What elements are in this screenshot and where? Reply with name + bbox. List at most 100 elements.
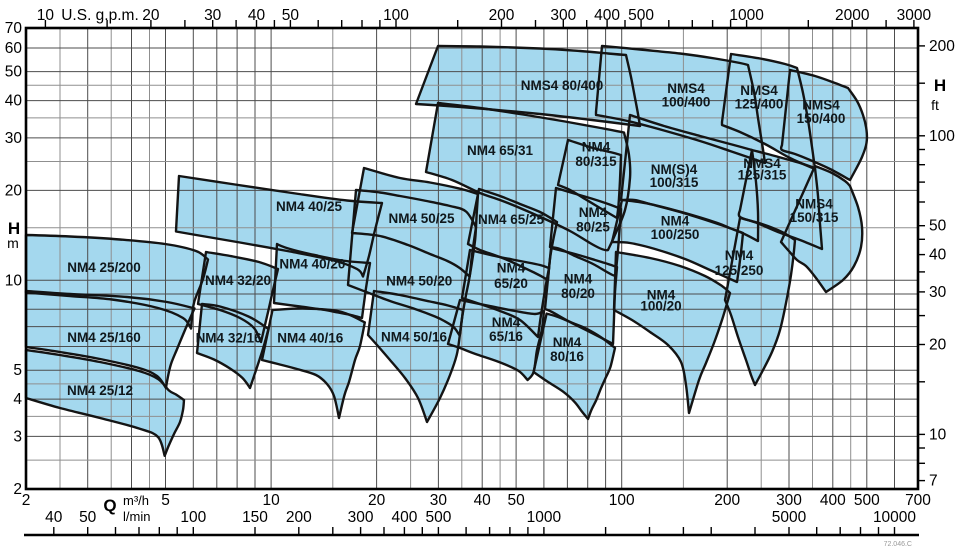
- svg-text:3: 3: [13, 428, 22, 445]
- svg-text:65/20: 65/20: [494, 276, 528, 291]
- svg-text:50: 50: [282, 7, 300, 24]
- svg-text:60: 60: [5, 40, 23, 57]
- svg-text:NMS4: NMS4: [667, 81, 705, 96]
- svg-text:500: 500: [425, 509, 451, 526]
- svg-text:4: 4: [13, 391, 22, 408]
- svg-text:65/16: 65/16: [489, 329, 523, 344]
- svg-text:10: 10: [37, 7, 55, 24]
- svg-text:70: 70: [5, 20, 23, 37]
- svg-text:NM(S)4: NM(S)4: [651, 162, 698, 177]
- svg-text:NMS4: NMS4: [743, 156, 781, 171]
- svg-text:NM4: NM4: [725, 248, 754, 263]
- svg-text:l/min: l/min: [123, 509, 150, 524]
- svg-text:80/20: 80/20: [561, 286, 595, 301]
- svg-text:50: 50: [5, 64, 23, 81]
- svg-text:300: 300: [348, 509, 374, 526]
- svg-text:NM4: NM4: [647, 288, 676, 303]
- svg-text:40: 40: [45, 509, 63, 526]
- svg-text:20: 20: [929, 337, 947, 354]
- svg-text:NM4 40/20: NM4 40/20: [279, 257, 345, 272]
- svg-text:400: 400: [594, 7, 620, 24]
- svg-text:200: 200: [929, 38, 955, 55]
- svg-text:80/25: 80/25: [576, 220, 610, 235]
- svg-text:40: 40: [248, 7, 266, 24]
- svg-text:125/315: 125/315: [738, 168, 787, 183]
- svg-text:NM4 25/12: NM4 25/12: [67, 383, 133, 398]
- svg-text:100: 100: [180, 509, 206, 526]
- svg-text:300: 300: [776, 492, 802, 509]
- svg-text:100/250: 100/250: [651, 227, 700, 242]
- svg-text:500: 500: [854, 492, 880, 509]
- svg-text:U.S. g.p.m.: U.S. g.p.m.: [61, 7, 139, 24]
- svg-text:NM4 50/16: NM4 50/16: [381, 330, 448, 345]
- svg-text:NM4: NM4: [582, 140, 611, 155]
- svg-text:400: 400: [820, 492, 846, 509]
- svg-text:H: H: [8, 219, 20, 238]
- svg-text:80/315: 80/315: [575, 154, 617, 169]
- svg-text:NM4 50/20: NM4 50/20: [386, 274, 452, 289]
- svg-text:20: 20: [142, 7, 160, 24]
- svg-text:ft: ft: [931, 97, 939, 113]
- svg-text:125/250: 125/250: [715, 263, 764, 278]
- svg-text:1000: 1000: [729, 7, 764, 24]
- svg-text:5000: 5000: [772, 509, 807, 526]
- svg-text:NM4 32/20: NM4 32/20: [205, 273, 271, 288]
- svg-text:Q: Q: [103, 496, 116, 515]
- svg-text:NM4 32/16: NM4 32/16: [196, 331, 263, 346]
- svg-text:7: 7: [929, 473, 938, 490]
- svg-text:30: 30: [929, 284, 947, 301]
- svg-text:NMS4 80/400: NMS4 80/400: [521, 78, 604, 93]
- svg-text:10: 10: [262, 492, 280, 509]
- svg-text:2: 2: [13, 481, 22, 498]
- svg-text:30: 30: [430, 492, 448, 509]
- svg-text:NM4: NM4: [564, 272, 593, 287]
- svg-text:200: 200: [489, 7, 515, 24]
- svg-text:5: 5: [13, 362, 22, 379]
- svg-text:NM4: NM4: [492, 315, 521, 330]
- svg-text:100: 100: [609, 492, 635, 509]
- svg-text:NM4 65/25: NM4 65/25: [478, 212, 545, 227]
- svg-text:NM4 25/160: NM4 25/160: [67, 330, 141, 345]
- svg-text:30: 30: [204, 7, 222, 24]
- svg-text:3000: 3000: [897, 7, 932, 24]
- svg-text:400: 400: [391, 509, 417, 526]
- svg-text:150/315: 150/315: [790, 210, 839, 225]
- svg-text:NM4 50/25: NM4 50/25: [388, 211, 455, 226]
- svg-text:200: 200: [714, 492, 740, 509]
- svg-text:80/16: 80/16: [550, 349, 584, 364]
- svg-text:NM4 25/200: NM4 25/200: [67, 260, 141, 275]
- svg-text:72.046.C: 72.046.C: [884, 541, 912, 548]
- svg-text:40: 40: [929, 247, 947, 264]
- svg-text:NMS4: NMS4: [802, 98, 840, 113]
- svg-text:10: 10: [5, 272, 23, 289]
- svg-text:NM4: NM4: [579, 205, 608, 220]
- svg-text:2: 2: [22, 492, 31, 509]
- svg-text:10: 10: [929, 426, 947, 443]
- svg-text:2000: 2000: [835, 7, 870, 24]
- svg-text:m: m: [7, 235, 19, 251]
- svg-text:5: 5: [161, 492, 170, 509]
- svg-text:NM4 65/31: NM4 65/31: [467, 143, 534, 158]
- svg-text:NMS4: NMS4: [795, 197, 833, 212]
- svg-text:NMS4: NMS4: [740, 83, 778, 98]
- svg-text:20: 20: [5, 182, 23, 199]
- svg-text:H: H: [934, 76, 946, 95]
- svg-text:500: 500: [628, 7, 654, 24]
- svg-text:NM4: NM4: [553, 335, 582, 350]
- svg-text:150: 150: [242, 509, 268, 526]
- svg-text:m³/h: m³/h: [123, 493, 149, 508]
- svg-text:100: 100: [383, 7, 409, 24]
- svg-text:10000: 10000: [873, 509, 916, 526]
- svg-text:125/400: 125/400: [735, 97, 784, 112]
- svg-text:50: 50: [79, 509, 97, 526]
- svg-text:NM4 40/16: NM4 40/16: [277, 331, 344, 346]
- svg-text:20: 20: [368, 492, 386, 509]
- svg-text:NM4 40/25: NM4 40/25: [276, 199, 343, 214]
- svg-text:1000: 1000: [527, 509, 562, 526]
- svg-text:200: 200: [286, 509, 312, 526]
- svg-text:NM4: NM4: [661, 214, 690, 229]
- svg-text:100/315: 100/315: [650, 175, 699, 190]
- svg-text:100/400: 100/400: [662, 95, 711, 110]
- svg-text:30: 30: [5, 130, 23, 147]
- svg-text:100/20: 100/20: [640, 299, 681, 314]
